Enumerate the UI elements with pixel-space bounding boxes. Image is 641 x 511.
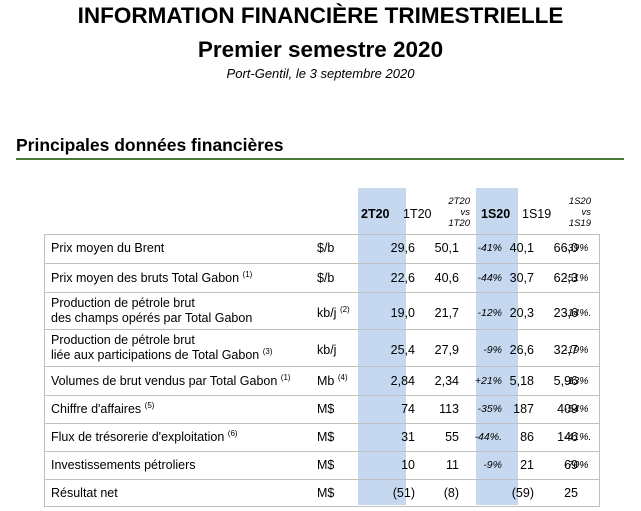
document-subtitle: Premier semestre 2020 [197,37,444,62]
value-var-semester: -54% [564,403,589,415]
row-label: Investissements pétroliers [51,458,196,472]
value-1t20: 55 [445,430,459,444]
row-label: Flux de trésorerie d'exploitation (6) [51,428,238,444]
value-1s19: 69 [564,458,578,472]
highlight-1s20 [476,188,518,505]
row-label: Volumes de brut vendus par Total Gabon (… [51,372,291,388]
row-label: Chiffre d'affaires (5) [51,400,155,416]
value-var-semester: -13% [564,375,589,387]
value-var-quarter: -44% [477,272,502,284]
value-2t20: 19,0 [390,305,415,320]
value-var-quarter: -35% [477,403,502,415]
col-header-1s20: 1S20 [481,207,511,221]
value-1t20: (8) [443,486,459,500]
value-1s20: 20,3 [509,305,534,320]
value-1t20: 113 [439,402,459,416]
value-1s19: 32,7 [553,342,578,357]
value-1s19: 5,96 [553,374,578,388]
financial-table: Prix moyen du Brent $/b 29,6 50,1 -41% 40,1 66… [44,234,600,507]
table-row: Production de pétrole brut liée aux parti… [45,329,599,367]
table-row: Flux de trésorerie d'exploitation (6) M$ 3… [45,423,599,452]
value-2t20: 74 [401,402,415,416]
row-label: Production de pétrole brut liée aux parti… [51,333,273,362]
value-1s19: 409 [557,402,578,416]
value-var-quarter: -9% [483,459,502,471]
value-1t20: 11 [446,458,459,472]
value-var-quarter: -41% [477,242,502,254]
value-var-quarter: +21% [474,375,502,387]
section-divider [16,158,624,160]
value-1s19: 23,6 [553,305,578,320]
row-unit: $/b [317,271,335,285]
table-row: Production de pétrole brut des champs opé… [45,292,599,330]
value-1s19: 25 [564,486,578,500]
table-row: Volumes de brut vendus par Total Gabon (… [45,366,599,396]
value-var-semester: -51% [564,272,589,284]
value-1s20: (59) [511,486,534,500]
row-label: Résultat net [51,486,118,500]
value-1t20: 40,6 [434,271,459,285]
value-var-semester: -70% [564,459,589,471]
value-var-quarter: -9% [483,343,502,356]
place-date: Port-Gentil, le 3 septembre 2020 [226,66,415,81]
row-label: Production de pétrole brut des champs opé… [51,296,253,325]
value-1s20: 21 [520,458,534,472]
col-header-var-quarter: 2T20 vs 1T20 [448,196,470,229]
value-1s20: 40,1 [509,241,534,255]
value-2t20: 29,6 [390,241,415,255]
value-1s20: 30,7 [509,271,534,285]
document-title: INFORMATION FINANCIÈRE TRIMESTRIELLE [77,3,564,28]
value-1s20: 26,6 [509,342,534,357]
value-1s20: 187 [513,402,534,416]
table-row: Chiffre d'affaires (5) M$ 74 113 -35% 187 409-… [45,395,599,424]
row-unit: M$ [317,486,335,500]
value-1s19: 66,0 [553,241,578,255]
value-2t20: 25,4 [390,342,415,357]
section-title: Principales données financières [16,135,284,155]
highlight-2t20 [358,188,406,505]
value-var-semester: -19% [564,343,589,356]
value-1t20: 2,34 [434,374,459,388]
value-2t20: 31 [401,430,415,444]
value-var-semester: -39% [564,242,589,254]
value-var-quarter: -44%. [474,431,502,443]
col-header-2t20: 2T20 [361,207,390,221]
value-2t20: 10 [401,458,415,472]
row-label: Prix moyen des bruts Total Gabon (1) [51,269,253,285]
row-label: Prix moyen du Brent [51,241,165,255]
row-unit: kb/j (2) [317,304,350,320]
value-var-semester: -41%. [564,431,592,443]
value-1t20: 27,9 [434,342,459,357]
row-unit: M$ [317,458,335,472]
value-2t20: 22,6 [390,271,415,285]
value-1t20: 50,1 [434,241,459,255]
row-unit: Mb (4) [317,372,348,388]
table-row: Prix moyen du Brent $/b 29,6 50,1 -41% 40,1 66… [45,235,599,263]
value-var-semester: -14%. [564,306,592,319]
value-1t20: 21,7 [434,305,459,320]
table-row: Investissements pétroliers M$ 10 11 -9% 21 69-… [45,451,599,480]
row-unit: M$ [317,402,335,416]
value-1s20: 5,18 [509,374,534,388]
value-2t20: (51) [392,486,415,500]
row-unit: kb/j [317,342,337,357]
col-header-1s19: 1S19 [522,207,552,221]
table-row: Prix moyen des bruts Total Gabon (1) $/b 2… [45,263,599,293]
row-unit: $/b [317,241,335,255]
col-header-1t20: 1T20 [403,207,432,221]
value-1s19: 146 [557,430,578,444]
row-unit: M$ [317,430,335,444]
col-header-var-semester: 1S20 vs 1S19 [568,196,591,229]
value-1s19: 62,3 [553,271,578,285]
value-var-quarter: -12% [477,306,502,319]
table-row: Résultat net M$ (51) (8) (59) 25 [45,479,599,507]
value-1s20: 86 [520,430,534,444]
value-2t20: 2,84 [390,374,415,388]
